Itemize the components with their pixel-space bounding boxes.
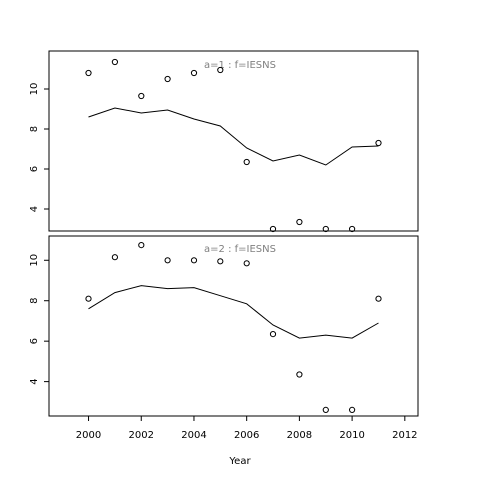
data-point-top — [375, 139, 382, 147]
data-point-bottom — [217, 258, 224, 265]
panel-top-title: a=1 : f=IESNS — [204, 60, 276, 71]
panel-bottom-title: a=2 : f=IESNS — [204, 244, 276, 255]
data-point-top — [85, 69, 92, 77]
y-tick-label-bottom: 10 — [29, 254, 40, 267]
x-tick-label: 2010 — [339, 430, 364, 441]
data-point-top — [243, 158, 250, 166]
data-point-top — [322, 225, 329, 233]
data-point-bottom — [375, 295, 382, 302]
data-point-top — [217, 66, 224, 74]
data-point-bottom — [164, 257, 171, 264]
fitted-line-bottom — [88, 285, 379, 339]
x-tick-label: 2004 — [181, 430, 206, 441]
data-point-bottom — [243, 260, 250, 267]
data-point-top — [111, 58, 119, 66]
y-tick-label-top: 6 — [29, 166, 40, 172]
data-point-bottom — [296, 371, 303, 378]
data-point-top — [138, 92, 145, 100]
data-point-bottom — [138, 242, 145, 249]
x-tick-label: 2000 — [76, 430, 101, 441]
x-tick-label: 2012 — [392, 430, 417, 441]
data-point-bottom — [349, 406, 356, 413]
x-axis-label: Year — [228, 456, 251, 467]
x-tick-label: 2006 — [234, 430, 259, 441]
y-tick-label-top: 8 — [29, 126, 40, 132]
y-tick-label-bottom: 4 — [29, 378, 40, 384]
data-point-top — [190, 69, 198, 77]
data-point-bottom — [85, 295, 92, 302]
data-point-bottom — [322, 406, 329, 413]
panel-top-frame — [48, 50, 419, 232]
data-point-top — [296, 218, 303, 226]
x-tick-label: 2008 — [287, 430, 312, 441]
x-axis: 2000 2002 2004 2006 2008 2010 2012 — [76, 415, 418, 441]
y-tick-label-top: 4 — [29, 206, 40, 212]
x-tick-label: 2002 — [129, 430, 154, 441]
fitted-line-top — [88, 107, 379, 166]
y-tick-label-bottom: 8 — [29, 298, 40, 304]
data-point-top — [164, 75, 171, 83]
y-tick-label-bottom: 6 — [29, 338, 40, 344]
data-point-top — [269, 225, 277, 233]
data-point-top — [349, 225, 356, 233]
data-point-bottom — [269, 331, 277, 338]
y-tick-label-top: 10 — [29, 83, 40, 96]
data-point-bottom — [111, 254, 119, 261]
data-point-bottom — [190, 257, 198, 264]
panel-top: a=1 : f=IESNS 4 6 8 10 — [29, 50, 419, 233]
